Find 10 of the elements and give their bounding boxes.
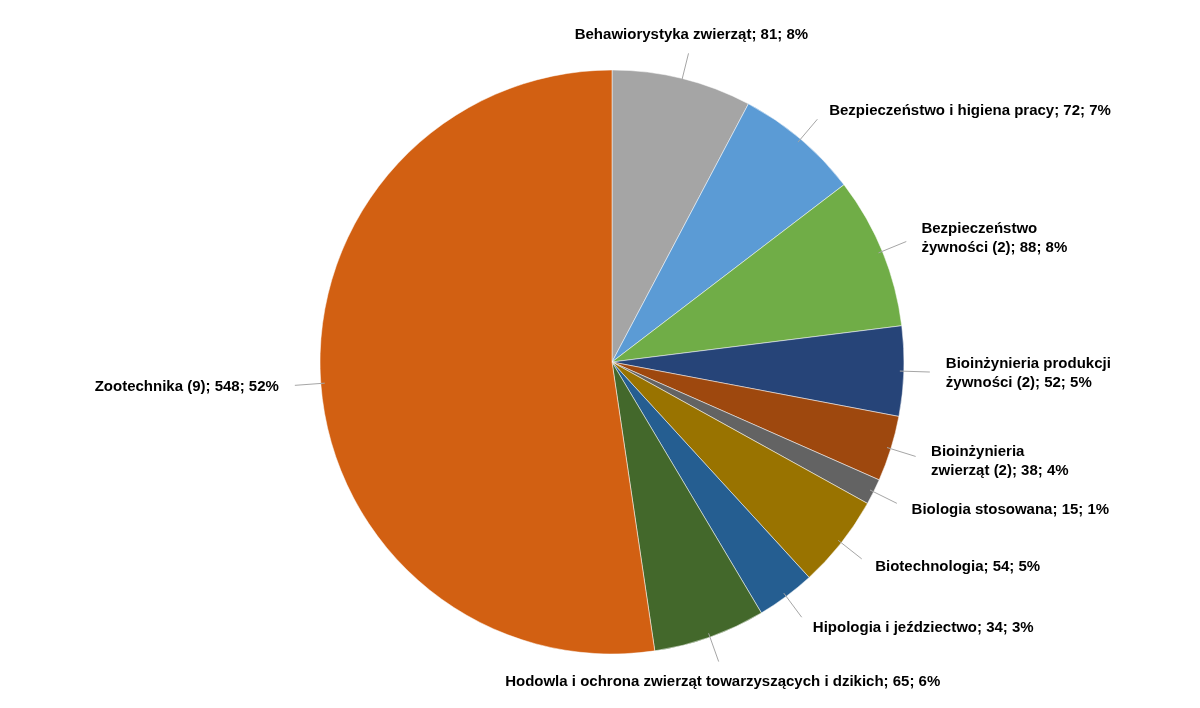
slice-label: Hodowla i ochrona zwierząt towarzyszących i dzikich; 65; 6% (505, 671, 941, 689)
slice-label: Zootechnika (9); 548; 52% (94, 377, 279, 395)
slice-label: Hipologia i jeździectwo; 34; 3% (812, 617, 1034, 635)
slice-label: Bezpieczeństwo i higiena pracy; 72; 7% (829, 101, 1111, 119)
slice-label: Bioinżynieria zwierząt (2); 38; 4% (931, 442, 1069, 479)
slice-label: Behawiorystyka zwierząt; 81; 8% (574, 24, 809, 42)
slice-label: Bioinżynieria produkcji żywności (2); 52; 5% (945, 354, 1111, 391)
slice-label: Biotechnologia; 54; 5% (875, 557, 1041, 575)
slice-label: Bezpieczeństwo żywności (2); 88; 8% (921, 218, 1068, 255)
slice-label: Biologia stosowana; 15; 1% (911, 499, 1110, 517)
